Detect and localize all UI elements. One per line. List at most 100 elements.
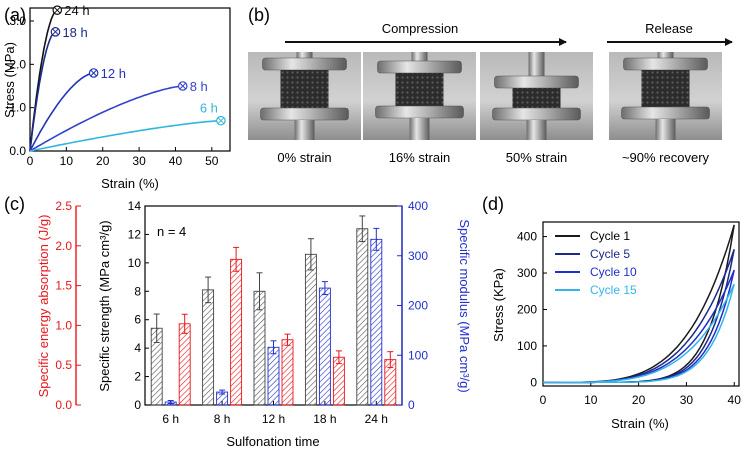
cycle-loop-1 — [543, 224, 735, 384]
x-tick-label: 10 — [584, 393, 598, 407]
energy-bar — [281, 339, 294, 406]
panel-label-c: (c) — [4, 194, 25, 214]
panel-label-b: (b) — [248, 5, 270, 25]
center-tick-label: 0 — [134, 398, 141, 412]
chart-d-x-label: Strain (%) — [611, 416, 669, 431]
strength-bar — [202, 289, 215, 406]
chart-c-x-label: Sulfonation time — [226, 434, 319, 449]
left-tick-label: 0.5 — [55, 358, 72, 372]
left-tick-label: 0.0 — [55, 398, 72, 412]
photo-strip: 0% strain 16% strain 50% strain ~90% recove… — [248, 52, 722, 165]
y-tick-label: 300 — [517, 266, 537, 280]
center-tick-label: 10 — [128, 256, 142, 270]
lower-rod — [294, 120, 315, 140]
photo-caption: ~90% recovery — [622, 150, 710, 165]
series-label: 18 h — [62, 25, 87, 40]
chart-c-right-label: Specific modulus (MPa cm³/g) — [457, 219, 472, 392]
y-tick-label: 1.0 — [9, 101, 26, 115]
x-tick-label: 50 — [205, 154, 219, 168]
x-tick-label: 0 — [27, 154, 34, 168]
center-tick-label: 2 — [134, 370, 141, 384]
lower-platen — [375, 105, 464, 119]
upper-rod — [528, 52, 545, 76]
lattice-sample — [395, 73, 444, 106]
upper-platen — [623, 57, 708, 71]
upper-rod — [657, 52, 674, 58]
legend-label: Cycle 5 — [590, 247, 630, 261]
right-tick-label: 200 — [408, 299, 428, 313]
lower-platen — [260, 107, 349, 121]
x-tick-label: 30 — [680, 393, 694, 407]
chart-a-ticks: 0 10 20 30 40 50 0.0 1.0 2.0 3.0 — [9, 14, 218, 168]
lower-rod — [655, 119, 676, 140]
compression-photo: 16% strain — [363, 52, 476, 165]
x-tick-label: 6 h — [162, 412, 179, 426]
photo-caption: 50% strain — [506, 150, 567, 165]
x-tick-label: 12 h — [262, 412, 285, 426]
legend-label: Cycle 15 — [590, 283, 637, 297]
legend-label: Cycle 1 — [590, 229, 630, 243]
chart-d-curves — [543, 224, 735, 384]
upper-platen — [262, 57, 347, 71]
right-tick-label: 300 — [408, 249, 428, 263]
lattice-sample — [641, 70, 690, 107]
series-line-6h — [29, 119, 221, 152]
y-tick-label: 100 — [517, 339, 537, 353]
chart-c: 0 2 4 6 8 10 12 14 0.0 0.5 1.0 1.5 2.0 2.5 0 100 200 300 4… — [36, 199, 472, 449]
center-tick-label: 6 — [134, 313, 141, 327]
compression-photo: 0% strain — [248, 52, 361, 165]
chart-a-curves: 24 h 18 h 12 h 8 h 6 h — [29, 3, 226, 152]
modulus-bar — [267, 346, 280, 406]
chart-d-legend: Cycle 1 Cycle 5 Cycle 10 Cycle 15 — [555, 229, 637, 297]
chart-a-frame — [29, 7, 231, 152]
energy-bar — [178, 323, 191, 406]
fracture-marker-cross — [53, 6, 61, 14]
left-tick-label: 1.5 — [55, 279, 72, 293]
x-tick-label: 30 — [132, 154, 146, 168]
lattice-sample — [512, 88, 561, 108]
y-tick-label: 3.0 — [9, 14, 26, 28]
lower-platen — [492, 107, 581, 121]
y-tick-label: 0 — [530, 375, 537, 389]
strength-bar — [356, 228, 369, 406]
chart-d-y-label: Stress (KPa) — [491, 268, 506, 342]
lattice-sample — [280, 70, 329, 108]
legend-label: Cycle 10 — [590, 265, 637, 279]
chart-c-left-label: Specific energy absorption (J/g) — [36, 215, 51, 398]
upper-platen — [377, 60, 462, 74]
lower-rod — [409, 118, 430, 140]
compression-label: Compression — [382, 21, 459, 36]
fracture-marker-cross — [179, 82, 187, 90]
right-tick-label: 400 — [408, 199, 428, 213]
chart-c-bars — [150, 215, 397, 406]
modulus-bar — [318, 287, 331, 406]
chart-d-frame — [542, 221, 740, 387]
fracture-marker-cross — [52, 28, 59, 36]
x-tick-label: 24 h — [365, 412, 388, 426]
right-tick-label: 0 — [408, 398, 415, 412]
x-tick-label: 0 — [540, 393, 547, 407]
y-tick-label: 400 — [517, 230, 537, 244]
compression-photo: 50% strain — [480, 52, 593, 165]
compression-photo: ~90% recovery — [609, 52, 722, 165]
center-tick-label: 8 — [134, 284, 141, 298]
fracture-marker-cross — [217, 117, 225, 125]
release-label: Release — [645, 21, 693, 36]
chart-a-x-label: Strain (%) — [101, 176, 159, 191]
series-label: 6 h — [200, 101, 218, 116]
modulus-bar — [370, 238, 383, 406]
chart-c-ticks: 0 2 4 6 8 10 12 14 0.0 0.5 1.0 1.5 2.0 2.5 0 100 200 300 4… — [55, 199, 428, 426]
series-line-18h — [29, 31, 56, 152]
fracture-marker-cross — [90, 69, 97, 77]
center-tick-label: 14 — [128, 199, 142, 213]
series-label: 8 h — [190, 79, 208, 94]
series-line-12h — [29, 72, 94, 152]
series-label: 24 h — [64, 3, 89, 18]
photo-panel-b: Compression Release 0% strain 16% strain 5… — [248, 21, 733, 165]
chart-c-sample-size: n = 4 — [157, 224, 186, 239]
upper-platen — [494, 75, 579, 89]
energy-bar — [230, 258, 243, 406]
left-tick-label: 1.0 — [55, 318, 72, 332]
